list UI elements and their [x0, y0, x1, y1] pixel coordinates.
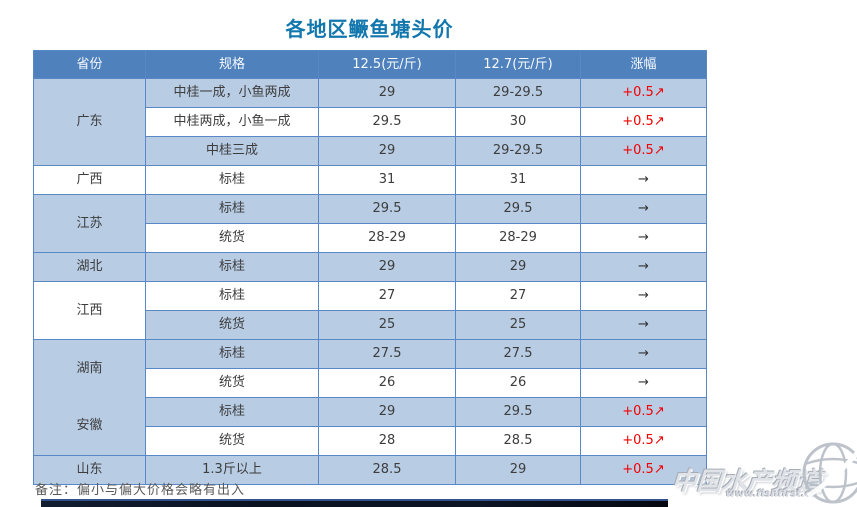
cell-spec: 统货 [145, 426, 319, 456]
cell-spec: 标桂 [145, 194, 319, 224]
watermark: 中国水产频道 www.fishfirst.cn [670, 440, 857, 507]
cell-change: +0.5↗ [580, 455, 707, 485]
cell-province: 江苏 [33, 194, 146, 253]
cell-price-127: 27 [455, 281, 581, 311]
cell-province: 广西 [33, 165, 146, 195]
cell-price-125: 28 [318, 426, 456, 456]
cell-price-127: 27.5 [455, 339, 581, 369]
cell-price-125: 29.5 [318, 107, 456, 137]
footnote: 备注：偏小与偏大价格会略有出入 [35, 483, 246, 498]
cell-price-127: 29 [455, 252, 581, 282]
cell-spec: 标桂 [145, 397, 319, 427]
cell-price-125: 26 [318, 368, 456, 398]
cell-province: 湖南 [33, 339, 146, 398]
cell-price-127: 29.5 [455, 397, 581, 427]
cell-price-125: 29 [318, 78, 456, 108]
page-title: 各地区鳜鱼塘头价 [285, 17, 454, 41]
table-row: 湖南 标桂 27.5 27.5 → [33, 339, 707, 398]
cell-change: → [580, 368, 707, 398]
cell-price-127: 29-29.5 [455, 78, 581, 108]
cell-change: +0.5↗ [580, 107, 707, 137]
cell-price-127: 31 [455, 165, 581, 195]
cell-price-127: 29-29.5 [455, 136, 581, 166]
cell-price-127: 25 [455, 310, 581, 340]
price-table: 省份 规格 12.5(元/斤) 12.7(元/斤) 涨幅 广东 中桂一成，小鱼两成 29 29… [33, 50, 707, 485]
cell-spec: 标桂 [145, 339, 319, 369]
cell-change: → [580, 339, 707, 369]
table-row: 江西 标桂 27 27 → [33, 281, 707, 340]
cell-price-125: 29 [318, 136, 456, 166]
globe-icon [802, 442, 857, 504]
table-row: 统货 28-29 28-29 → [34, 223, 707, 253]
cell-change: → [580, 281, 707, 311]
column-header: 省份 [33, 50, 146, 79]
cell-spec: 统货 [145, 368, 319, 398]
column-header: 涨幅 [580, 50, 707, 79]
table-row: 湖北 标桂 29 29 → [33, 252, 707, 282]
table-row: 江苏 标桂 29.5 29.5 → [33, 194, 707, 253]
cell-price-127: 30 [455, 107, 581, 137]
cell-province: 广东 [33, 78, 146, 166]
column-header: 12.5(元/斤) [318, 50, 456, 79]
cell-price-127: 29 [455, 455, 581, 485]
table-row: 安徽 标桂 29 29.5 +0.5↗ [33, 397, 707, 456]
cell-price-125: 29 [318, 397, 456, 427]
column-header: 12.7(元/斤) [455, 50, 581, 79]
cell-price-125: 29.5 [318, 194, 456, 224]
cell-province: 安徽 [33, 397, 146, 456]
cell-spec: 中桂两成，小鱼一成 [145, 107, 319, 137]
cell-province: 湖北 [33, 252, 146, 282]
cell-price-125: 29 [318, 252, 456, 282]
cell-price-127: 29.5 [455, 194, 581, 224]
cell-price-127: 28.5 [455, 426, 581, 456]
cell-price-125: 28.5 [318, 455, 456, 485]
cell-spec: 统货 [145, 223, 319, 253]
cell-change: → [580, 310, 707, 340]
cell-price-125: 27 [318, 281, 456, 311]
cell-change: +0.5↗ [580, 78, 707, 108]
cell-price-125: 25 [318, 310, 456, 340]
cell-spec: 统货 [145, 310, 319, 340]
cell-change: → [580, 223, 707, 253]
table-row: 统货 26 26 → [34, 368, 707, 398]
table-row: 中桂两成，小鱼一成 29.5 30 +0.5↗ [34, 107, 707, 137]
cell-price-127: 28-29 [455, 223, 581, 253]
cell-spec: 标桂 [145, 252, 319, 282]
cell-spec: 标桂 [145, 165, 319, 195]
cell-change: → [580, 194, 707, 224]
cell-province: 山东 [33, 455, 146, 485]
cell-change: +0.5↗ [580, 426, 707, 456]
cell-price-125: 28-29 [318, 223, 456, 253]
cell-change: → [580, 165, 707, 195]
table-row: 山东 1.3斤以上 28.5 29 +0.5↗ [33, 455, 707, 485]
column-header: 规格 [145, 50, 319, 79]
watermark-url: www.fishfirst.cn [725, 489, 819, 500]
table-row: 广西 标桂 31 31 → [33, 165, 707, 195]
table-row: 中桂三成 29 29-29.5 +0.5↗ [34, 136, 707, 166]
cell-price-125: 31 [318, 165, 456, 195]
table-row: 广东 中桂一成，小鱼两成 29 29-29.5 +0.5↗ [33, 78, 707, 166]
cell-change: → [580, 252, 707, 282]
cell-price-127: 26 [455, 368, 581, 398]
cell-change: +0.5↗ [580, 136, 707, 166]
table-row: 统货 28 28.5 +0.5↗ [34, 426, 707, 456]
cell-price-125: 27.5 [318, 339, 456, 369]
cell-province: 江西 [33, 281, 146, 340]
cell-spec: 中桂三成 [145, 136, 319, 166]
cell-spec: 中桂一成，小鱼两成 [145, 78, 319, 108]
cell-spec: 标桂 [145, 281, 319, 311]
bottom-bar [41, 499, 668, 507]
table-header-row: 省份 规格 12.5(元/斤) 12.7(元/斤) 涨幅 [33, 50, 707, 79]
cell-change: +0.5↗ [580, 397, 707, 427]
